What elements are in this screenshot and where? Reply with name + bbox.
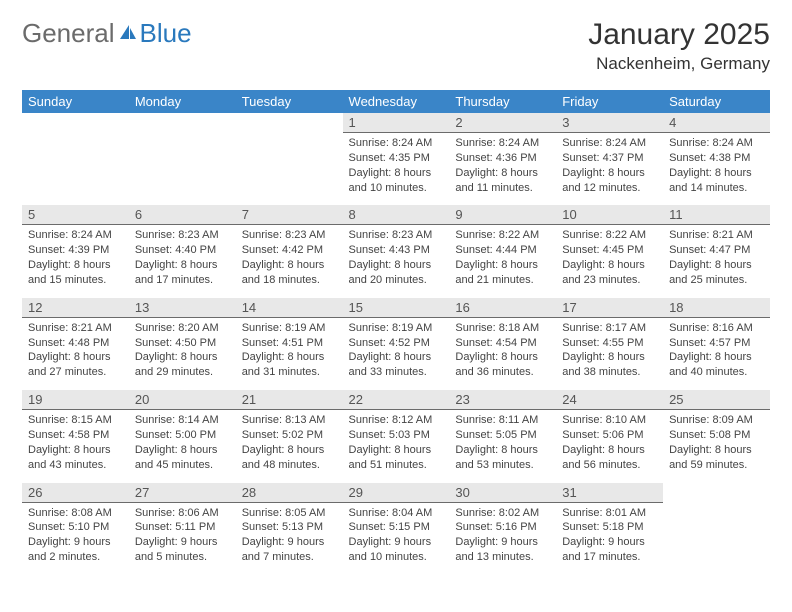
day-info-row: Sunrise: 8:15 AM Sunset: 4:58 PM Dayligh… bbox=[22, 410, 770, 483]
location-subtitle: Nackenheim, Germany bbox=[588, 54, 770, 74]
day-number-cell: 11 bbox=[663, 205, 770, 225]
day-info-cell: Sunrise: 8:13 AM Sunset: 5:02 PM Dayligh… bbox=[236, 410, 343, 483]
logo-text-blue: Blue bbox=[118, 18, 192, 49]
day-number-cell: 23 bbox=[449, 390, 556, 410]
day-number-cell: 17 bbox=[556, 298, 663, 318]
logo-text-gray: General bbox=[22, 18, 115, 49]
day-info-cell: Sunrise: 8:24 AM Sunset: 4:39 PM Dayligh… bbox=[22, 225, 129, 298]
day-number-cell: 28 bbox=[236, 483, 343, 503]
day-info-cell: Sunrise: 8:21 AM Sunset: 4:47 PM Dayligh… bbox=[663, 225, 770, 298]
day-number-cell: 12 bbox=[22, 298, 129, 318]
day-info-cell: Sunrise: 8:12 AM Sunset: 5:03 PM Dayligh… bbox=[343, 410, 450, 483]
weekday-header: Thursday bbox=[449, 90, 556, 113]
day-number-cell: 21 bbox=[236, 390, 343, 410]
day-info-cell: Sunrise: 8:08 AM Sunset: 5:10 PM Dayligh… bbox=[22, 502, 129, 575]
day-number-cell bbox=[22, 113, 129, 133]
logo: General Blue bbox=[22, 18, 192, 49]
day-number-row: 12131415161718 bbox=[22, 298, 770, 318]
day-number-row: 1234 bbox=[22, 113, 770, 133]
day-number-cell: 4 bbox=[663, 113, 770, 133]
day-info-cell: Sunrise: 8:20 AM Sunset: 4:50 PM Dayligh… bbox=[129, 317, 236, 390]
day-info-cell: Sunrise: 8:15 AM Sunset: 4:58 PM Dayligh… bbox=[22, 410, 129, 483]
day-number-row: 262728293031 bbox=[22, 483, 770, 503]
day-number-cell: 1 bbox=[343, 113, 450, 133]
weekday-header: Monday bbox=[129, 90, 236, 113]
day-info-cell: Sunrise: 8:22 AM Sunset: 4:45 PM Dayligh… bbox=[556, 225, 663, 298]
day-info-row: Sunrise: 8:24 AM Sunset: 4:35 PM Dayligh… bbox=[22, 133, 770, 206]
title-block: January 2025 Nackenheim, Germany bbox=[588, 18, 770, 74]
day-number-cell bbox=[129, 113, 236, 133]
day-number-row: 567891011 bbox=[22, 205, 770, 225]
day-info-cell bbox=[129, 133, 236, 206]
day-number-cell: 31 bbox=[556, 483, 663, 503]
day-number-cell: 5 bbox=[22, 205, 129, 225]
day-number-cell: 7 bbox=[236, 205, 343, 225]
day-info-cell: Sunrise: 8:24 AM Sunset: 4:36 PM Dayligh… bbox=[449, 133, 556, 206]
day-number-row: 19202122232425 bbox=[22, 390, 770, 410]
day-info-row: Sunrise: 8:21 AM Sunset: 4:48 PM Dayligh… bbox=[22, 317, 770, 390]
day-info-cell: Sunrise: 8:04 AM Sunset: 5:15 PM Dayligh… bbox=[343, 502, 450, 575]
day-number-cell: 9 bbox=[449, 205, 556, 225]
weekday-header: Wednesday bbox=[343, 90, 450, 113]
calendar-table: Sunday Monday Tuesday Wednesday Thursday… bbox=[22, 90, 770, 575]
weekday-header-row: Sunday Monday Tuesday Wednesday Thursday… bbox=[22, 90, 770, 113]
day-number-cell: 16 bbox=[449, 298, 556, 318]
day-number-cell: 18 bbox=[663, 298, 770, 318]
day-number-cell: 26 bbox=[22, 483, 129, 503]
day-info-cell: Sunrise: 8:23 AM Sunset: 4:42 PM Dayligh… bbox=[236, 225, 343, 298]
page-title: January 2025 bbox=[588, 18, 770, 52]
day-info-cell: Sunrise: 8:02 AM Sunset: 5:16 PM Dayligh… bbox=[449, 502, 556, 575]
weekday-header: Saturday bbox=[663, 90, 770, 113]
day-info-cell: Sunrise: 8:22 AM Sunset: 4:44 PM Dayligh… bbox=[449, 225, 556, 298]
day-info-cell: Sunrise: 8:23 AM Sunset: 4:43 PM Dayligh… bbox=[343, 225, 450, 298]
day-info-cell: Sunrise: 8:10 AM Sunset: 5:06 PM Dayligh… bbox=[556, 410, 663, 483]
day-number-cell: 25 bbox=[663, 390, 770, 410]
weekday-header: Friday bbox=[556, 90, 663, 113]
day-info-cell: Sunrise: 8:24 AM Sunset: 4:35 PM Dayligh… bbox=[343, 133, 450, 206]
day-info-cell: Sunrise: 8:05 AM Sunset: 5:13 PM Dayligh… bbox=[236, 502, 343, 575]
weekday-header: Sunday bbox=[22, 90, 129, 113]
header: General Blue January 2025 Nackenheim, Ge… bbox=[22, 18, 770, 74]
day-number-cell: 10 bbox=[556, 205, 663, 225]
day-number-cell: 24 bbox=[556, 390, 663, 410]
day-number-cell: 15 bbox=[343, 298, 450, 318]
day-number-cell: 29 bbox=[343, 483, 450, 503]
day-info-cell: Sunrise: 8:06 AM Sunset: 5:11 PM Dayligh… bbox=[129, 502, 236, 575]
day-number-cell bbox=[663, 483, 770, 503]
day-info-cell: Sunrise: 8:18 AM Sunset: 4:54 PM Dayligh… bbox=[449, 317, 556, 390]
day-info-cell: Sunrise: 8:21 AM Sunset: 4:48 PM Dayligh… bbox=[22, 317, 129, 390]
day-info-cell: Sunrise: 8:16 AM Sunset: 4:57 PM Dayligh… bbox=[663, 317, 770, 390]
day-number-cell: 22 bbox=[343, 390, 450, 410]
day-number-cell: 19 bbox=[22, 390, 129, 410]
day-number-cell: 8 bbox=[343, 205, 450, 225]
day-info-row: Sunrise: 8:08 AM Sunset: 5:10 PM Dayligh… bbox=[22, 502, 770, 575]
day-info-cell: Sunrise: 8:23 AM Sunset: 4:40 PM Dayligh… bbox=[129, 225, 236, 298]
day-number-cell: 30 bbox=[449, 483, 556, 503]
day-info-cell bbox=[22, 133, 129, 206]
day-number-cell: 14 bbox=[236, 298, 343, 318]
day-number-cell: 6 bbox=[129, 205, 236, 225]
day-number-cell: 27 bbox=[129, 483, 236, 503]
day-number-cell: 2 bbox=[449, 113, 556, 133]
day-info-cell: Sunrise: 8:19 AM Sunset: 4:52 PM Dayligh… bbox=[343, 317, 450, 390]
day-info-cell: Sunrise: 8:24 AM Sunset: 4:37 PM Dayligh… bbox=[556, 133, 663, 206]
day-info-cell bbox=[663, 502, 770, 575]
day-info-cell: Sunrise: 8:09 AM Sunset: 5:08 PM Dayligh… bbox=[663, 410, 770, 483]
day-info-cell: Sunrise: 8:01 AM Sunset: 5:18 PM Dayligh… bbox=[556, 502, 663, 575]
day-info-cell: Sunrise: 8:14 AM Sunset: 5:00 PM Dayligh… bbox=[129, 410, 236, 483]
day-info-cell: Sunrise: 8:17 AM Sunset: 4:55 PM Dayligh… bbox=[556, 317, 663, 390]
day-info-cell: Sunrise: 8:11 AM Sunset: 5:05 PM Dayligh… bbox=[449, 410, 556, 483]
day-info-row: Sunrise: 8:24 AM Sunset: 4:39 PM Dayligh… bbox=[22, 225, 770, 298]
day-info-cell bbox=[236, 133, 343, 206]
weekday-header: Tuesday bbox=[236, 90, 343, 113]
day-number-cell: 13 bbox=[129, 298, 236, 318]
day-number-cell: 20 bbox=[129, 390, 236, 410]
day-number-cell: 3 bbox=[556, 113, 663, 133]
day-info-cell: Sunrise: 8:24 AM Sunset: 4:38 PM Dayligh… bbox=[663, 133, 770, 206]
day-number-cell bbox=[236, 113, 343, 133]
day-info-cell: Sunrise: 8:19 AM Sunset: 4:51 PM Dayligh… bbox=[236, 317, 343, 390]
